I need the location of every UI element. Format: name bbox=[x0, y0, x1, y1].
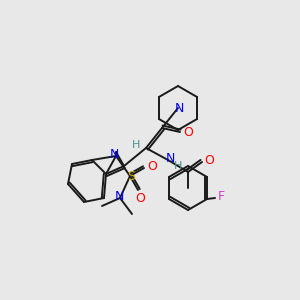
Text: N: N bbox=[114, 190, 124, 203]
Text: O: O bbox=[135, 191, 145, 205]
Text: N: N bbox=[109, 148, 119, 161]
Text: F: F bbox=[218, 190, 225, 203]
Text: O: O bbox=[183, 125, 193, 139]
Text: O: O bbox=[204, 154, 214, 167]
Text: O: O bbox=[147, 160, 157, 173]
Text: H: H bbox=[174, 161, 182, 171]
Text: N: N bbox=[165, 152, 175, 166]
Text: N: N bbox=[174, 103, 184, 116]
Text: H: H bbox=[132, 140, 140, 150]
Text: S: S bbox=[127, 169, 135, 182]
